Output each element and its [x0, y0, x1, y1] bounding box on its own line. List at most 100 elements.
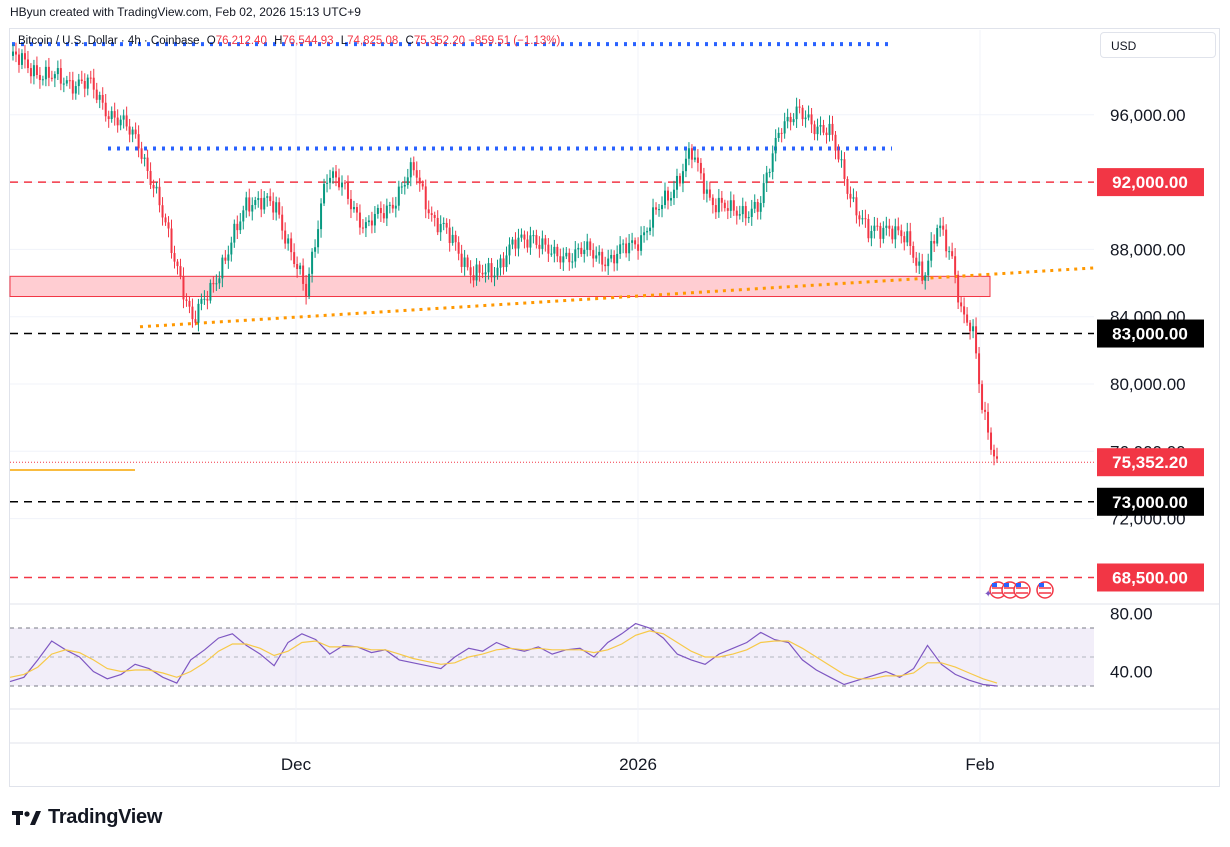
candle-body	[272, 201, 275, 213]
candle-body	[329, 177, 332, 183]
candle-body	[927, 260, 930, 276]
candle-body	[544, 238, 547, 245]
flag-canton	[992, 583, 997, 587]
candle-body	[598, 251, 601, 256]
candle-body	[786, 116, 789, 122]
low-label: L	[340, 35, 348, 47]
candle-body	[65, 80, 68, 84]
candle-body	[59, 68, 62, 84]
candle-body	[296, 263, 299, 270]
candle-body	[182, 276, 185, 300]
candle-body	[35, 65, 38, 76]
candle-body	[732, 200, 735, 211]
candle-body	[744, 206, 747, 219]
candle-body	[819, 125, 822, 127]
candle-body	[918, 261, 921, 266]
candle-body	[729, 200, 732, 211]
candle-body	[855, 197, 858, 216]
candle-body	[38, 75, 41, 80]
candle-body	[146, 157, 149, 171]
candle-body	[972, 326, 975, 332]
candle-body	[430, 213, 433, 215]
candle-body	[547, 244, 550, 254]
candle-body	[556, 246, 559, 257]
candle-body	[550, 253, 553, 255]
candle-body	[326, 182, 329, 184]
candle-body	[861, 218, 864, 220]
candle-body	[523, 234, 526, 240]
candle-body	[574, 249, 577, 262]
candle-body	[538, 244, 541, 249]
last-price-label-text: 75,352.20	[1112, 453, 1188, 472]
price-axis-tick-label: 80,000.00	[1110, 375, 1186, 394]
candle-body	[906, 231, 909, 243]
candle-body	[963, 306, 966, 315]
candle-body	[891, 228, 894, 240]
flag-canton	[1039, 583, 1044, 587]
candle-body	[613, 254, 616, 264]
candle-body	[320, 203, 323, 230]
candle-body	[822, 125, 825, 133]
candle-body	[212, 282, 215, 285]
candle-body	[376, 207, 379, 214]
candle-body	[200, 298, 203, 304]
candle-body	[897, 226, 900, 231]
candle-body	[287, 238, 290, 244]
candle-body	[367, 220, 370, 223]
candle-body	[649, 227, 652, 232]
candle-body	[478, 264, 481, 273]
candle-body	[305, 283, 308, 297]
level-label-text: 83,000.00	[1112, 325, 1188, 344]
candle-body	[912, 245, 915, 258]
candle-body	[966, 314, 969, 323]
level-label-box	[1097, 487, 1204, 516]
candle-body	[77, 79, 80, 87]
candle-body	[421, 183, 424, 187]
level-label-box	[1097, 563, 1204, 592]
candle-body	[723, 202, 726, 209]
candle-body	[332, 171, 335, 178]
candle-body	[98, 94, 101, 100]
candle-body	[355, 207, 358, 213]
tradingview-logo[interactable]: TradingView	[12, 806, 162, 829]
candle-body	[314, 247, 317, 252]
rsi-axis-tick-label: 40.00	[1110, 663, 1153, 682]
candle-body	[780, 132, 783, 134]
candle-body	[107, 116, 110, 119]
candle-body	[583, 249, 586, 255]
candle-body	[475, 264, 478, 281]
candle-body	[568, 252, 571, 263]
candle-body	[753, 201, 756, 209]
candle-body	[451, 234, 454, 244]
candle-body	[900, 230, 903, 237]
candle-body	[634, 240, 637, 245]
currency-label: USD	[1111, 39, 1137, 53]
candle-body	[873, 225, 876, 232]
candle-body	[640, 235, 643, 251]
candle-body	[460, 253, 463, 267]
rsi-line	[9, 622, 998, 687]
change-value: −859.51 (−1.13%)	[468, 35, 561, 47]
rsi-ma-line	[9, 630, 998, 684]
candle-body	[275, 202, 278, 213]
candle-body	[466, 257, 469, 268]
candle-body	[74, 86, 77, 94]
candle-body	[227, 254, 230, 261]
candle-body	[526, 239, 529, 248]
candle-body	[191, 306, 194, 320]
currency-selector[interactable]: USD	[1100, 32, 1216, 58]
candle-body	[101, 94, 104, 103]
candle-body	[804, 117, 807, 120]
candle-body	[278, 202, 281, 215]
candle-body	[442, 222, 445, 225]
candle-body	[828, 123, 831, 136]
candle-body	[954, 256, 957, 275]
symbol-label[interactable]: Bitcoin / U.S. Dollar · 4h · Coinbase	[18, 35, 200, 47]
candle-body	[658, 209, 661, 211]
candle-body	[652, 207, 655, 228]
candle-body	[921, 261, 924, 281]
flag-canton	[1016, 583, 1021, 587]
candle-body	[122, 115, 125, 120]
candle-body	[562, 256, 565, 263]
